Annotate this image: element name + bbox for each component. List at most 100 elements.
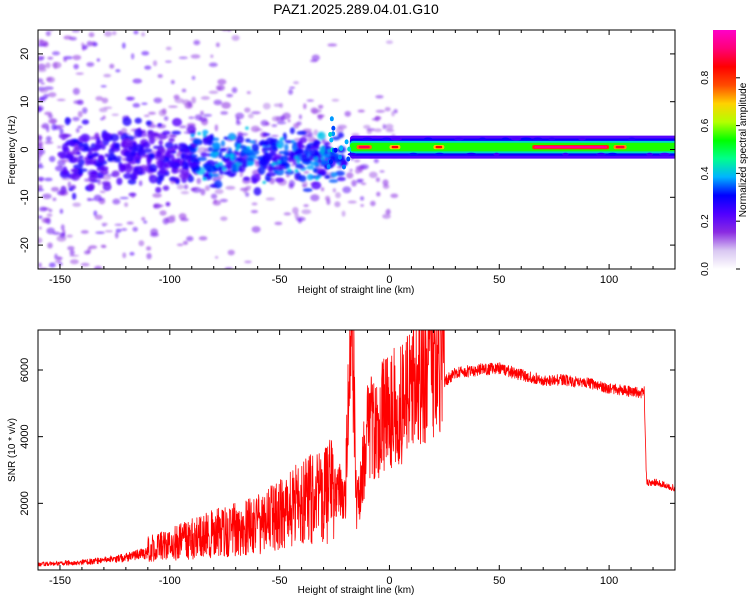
signal-blob: [145, 120, 152, 126]
signal-blob: [284, 169, 295, 175]
signal-blob: [178, 142, 187, 147]
noise-blob: [100, 117, 104, 121]
noise-blob: [200, 96, 211, 100]
snr-ytick-label: 2000: [19, 491, 31, 515]
noise-blob: [217, 86, 222, 91]
signal-blob: [148, 153, 156, 160]
noise-blob: [271, 124, 278, 127]
signal-blob: [78, 155, 84, 159]
signal-hotspot: [202, 133, 207, 137]
noise-blob: [262, 102, 271, 110]
signal-blob: [319, 145, 326, 155]
signal-blob: [289, 127, 295, 135]
noise-blob: [101, 245, 107, 249]
signal-blob: [148, 174, 158, 184]
transition-blob: [333, 147, 338, 153]
signal-blob: [164, 151, 171, 157]
signal-hotspot: [294, 168, 299, 173]
noise-blob: [48, 113, 53, 119]
noise-blob: [303, 103, 307, 110]
noise-blob: [82, 107, 88, 114]
noise-blob: [221, 101, 231, 109]
noise-blob: [335, 192, 341, 199]
carrier-ripple: [606, 152, 619, 156]
noise-blob: [119, 196, 129, 200]
signal-blob: [124, 142, 134, 148]
noise-blob: [279, 102, 284, 109]
noise-blob: [182, 240, 189, 245]
noise-blob: [38, 149, 46, 155]
transition-blob: [341, 164, 346, 170]
noise-blob: [270, 134, 279, 137]
noise-blob: [283, 212, 292, 216]
signal-blob: [209, 173, 220, 177]
transition-blob: [339, 145, 344, 151]
signal-blob: [271, 142, 278, 152]
signal-blob: [202, 162, 213, 170]
noise-blob: [94, 265, 103, 269]
carrier-peak: [534, 145, 607, 149]
colorbar-ticks: 0.0 0.2 0.4 0.6 0.8: [700, 70, 740, 276]
signal-blob: [88, 183, 95, 191]
snr-xtick-label: -150: [49, 575, 71, 587]
noise-blob: [115, 69, 121, 73]
colorbar-gradient: [713, 30, 736, 269]
noise-blob: [302, 133, 311, 138]
noise-blob: [311, 54, 320, 61]
signal-blob: [339, 161, 348, 166]
noise-blob: [67, 246, 75, 251]
signal-blob: [313, 140, 321, 145]
signal-blob: [188, 162, 198, 168]
signal-blob: [241, 159, 248, 168]
noise-blob: [346, 172, 354, 179]
noise-blob: [59, 208, 64, 214]
carrier-ripple: [479, 137, 486, 141]
noise-blob: [67, 181, 72, 189]
noise-blob: [215, 42, 220, 48]
signal-blob: [320, 160, 330, 165]
signal-blob: [71, 192, 77, 200]
signal-blob: [133, 165, 143, 175]
noise-blob: [124, 202, 129, 207]
noise-blob: [247, 113, 254, 119]
noise-blob: [47, 242, 53, 249]
noise-blob: [382, 123, 387, 130]
noise-blob: [58, 262, 63, 266]
transition-blob: [326, 164, 331, 170]
noise-blob: [341, 210, 346, 217]
noise-blob: [60, 224, 65, 231]
signal-blob: [208, 146, 213, 152]
signal-hotspot: [277, 144, 281, 148]
noise-blob: [183, 184, 189, 190]
noise-blob: [349, 168, 353, 172]
signal-blob: [295, 163, 304, 168]
noise-blob: [38, 262, 42, 268]
noise-blob: [361, 182, 367, 186]
signal-blob: [81, 119, 90, 125]
signal-blob: [158, 168, 167, 175]
noise-blob: [81, 42, 85, 47]
snr-plot-area: [38, 330, 675, 570]
noise-blob: [49, 155, 56, 163]
noise-blob: [385, 209, 391, 215]
noise-blob: [95, 231, 105, 234]
signal-blob: [73, 164, 83, 170]
spectrogram-xlabel: Height of straight line (km): [298, 285, 415, 296]
noise-blob: [141, 32, 146, 37]
noise-blob: [196, 177, 202, 185]
noise-blob: [60, 233, 66, 236]
signal-hotspot: [315, 177, 319, 181]
noise-blob: [54, 124, 65, 128]
spectrogram-xtick-label: 0: [386, 274, 392, 286]
noise-blob: [170, 80, 175, 85]
snr-series-line: [38, 330, 675, 567]
signal-blob: [64, 153, 73, 160]
signal-blob: [189, 147, 197, 154]
carrier-ripple: [520, 137, 532, 141]
noise-blob: [103, 73, 112, 78]
transition-blob: [329, 116, 334, 122]
noise-blob: [72, 116, 80, 122]
carrier-ripple: [408, 152, 419, 156]
noise-blob: [376, 191, 381, 197]
noise-blob: [210, 54, 214, 59]
